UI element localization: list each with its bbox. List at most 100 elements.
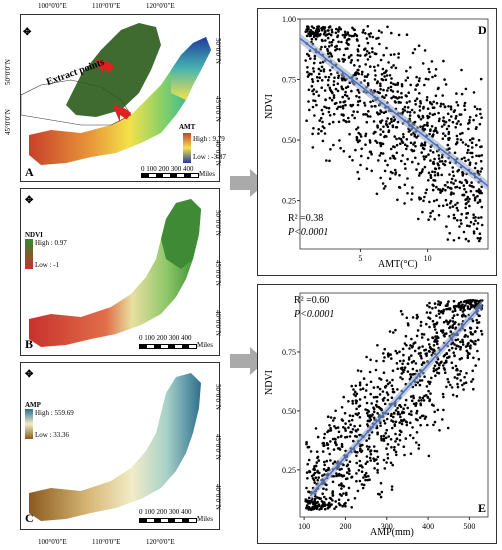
scatter-point xyxy=(350,475,354,479)
scatter-point xyxy=(476,169,479,173)
scatter-point xyxy=(406,144,409,148)
scatter-point xyxy=(340,487,343,490)
scatter-point xyxy=(343,411,347,415)
scatter-point xyxy=(424,348,428,352)
scatter-point xyxy=(445,332,448,335)
scatter-point xyxy=(346,463,350,466)
scatter-point xyxy=(355,454,358,458)
scatter-point xyxy=(343,30,347,34)
scatter-point xyxy=(431,351,435,354)
scatter-point xyxy=(450,386,454,389)
scatter-point xyxy=(365,167,369,170)
scatter-point xyxy=(376,64,380,67)
scatter-point xyxy=(396,388,399,391)
scatter-point xyxy=(467,239,470,243)
scatter-point xyxy=(451,324,455,327)
scatter-point xyxy=(352,388,355,391)
scatter-point xyxy=(381,95,384,98)
scatter-point xyxy=(408,114,412,117)
scatter-point xyxy=(454,321,457,324)
y-tick-label: 0.50 xyxy=(282,136,296,145)
scatter-point xyxy=(418,346,421,349)
scatter-point xyxy=(479,236,482,240)
scatter-point xyxy=(428,132,431,136)
scatter-point xyxy=(429,129,432,132)
scatter-point xyxy=(406,362,410,366)
scatter-point xyxy=(337,498,341,501)
scatter-point xyxy=(352,110,355,113)
scatter-point xyxy=(438,160,442,163)
scatter-point xyxy=(464,190,468,194)
scatter-point xyxy=(363,104,367,107)
scatter-point xyxy=(400,372,404,375)
scatter-point xyxy=(422,199,425,203)
scatter-point xyxy=(347,116,350,120)
scatter-point xyxy=(444,304,448,307)
scatter-point xyxy=(378,141,382,145)
scatter-point xyxy=(334,426,338,430)
scatter-point xyxy=(418,105,422,108)
scatter-point xyxy=(339,27,343,31)
scatter-point xyxy=(324,469,328,473)
scatter-point xyxy=(391,420,395,423)
scatter-point xyxy=(438,363,441,367)
scatter-point xyxy=(452,351,455,354)
scatter-point xyxy=(472,232,476,235)
scatter-point xyxy=(359,54,362,57)
scatter-point xyxy=(427,454,431,458)
scatter-point xyxy=(408,347,411,350)
scatter-point xyxy=(403,342,407,345)
scatter-point xyxy=(348,155,351,158)
scatter-point xyxy=(430,376,433,380)
scatter-point xyxy=(316,470,319,474)
scatter-point xyxy=(474,364,477,367)
scatter-point xyxy=(364,475,368,478)
scatter-point xyxy=(442,103,445,106)
scatter-point xyxy=(306,75,310,78)
scatter-point xyxy=(436,408,440,412)
scatter-point xyxy=(354,73,357,77)
scatter-point xyxy=(401,362,404,366)
scatter-point xyxy=(426,107,430,110)
scatter-point xyxy=(348,435,352,438)
scatter-point xyxy=(419,102,422,105)
scatter-point xyxy=(378,91,381,95)
scatter-point xyxy=(326,36,330,40)
scatter-point xyxy=(386,117,389,120)
scatter-point xyxy=(440,310,443,313)
scatter-point xyxy=(441,119,445,123)
scatter-point xyxy=(385,391,389,394)
region-shape-a xyxy=(29,37,211,165)
region-shape-b-forest xyxy=(161,199,201,269)
scatter-point xyxy=(480,333,484,336)
scatter-point xyxy=(365,383,369,387)
scatter-point xyxy=(306,462,309,466)
scatter-point xyxy=(328,41,331,44)
scatter-point xyxy=(466,211,470,215)
scatter-point xyxy=(412,143,415,146)
scatter-point xyxy=(420,332,424,336)
scatter-point xyxy=(376,471,379,474)
scatter-point xyxy=(345,493,348,496)
scatter-point xyxy=(474,330,477,333)
scatter-point xyxy=(405,423,409,427)
scale-unit-b: Miles xyxy=(197,341,213,349)
scatter-point xyxy=(416,418,419,422)
scatter-point xyxy=(342,60,345,63)
scatter-point xyxy=(310,25,314,28)
scatter-point xyxy=(320,28,324,32)
scatter-point xyxy=(355,38,359,41)
scatter-point xyxy=(312,92,315,96)
scatter-point xyxy=(439,329,443,332)
scatter-point xyxy=(384,432,387,435)
scatter-point xyxy=(420,142,424,145)
trend-line xyxy=(299,37,489,187)
scatter-point xyxy=(437,366,441,370)
scatter-point xyxy=(410,148,413,152)
scatter-point xyxy=(433,170,437,174)
scatter-point xyxy=(431,209,434,213)
scatter-point xyxy=(394,420,398,424)
scatter-point xyxy=(430,125,434,128)
scatter-point xyxy=(440,173,443,177)
scatter-point xyxy=(317,503,321,506)
